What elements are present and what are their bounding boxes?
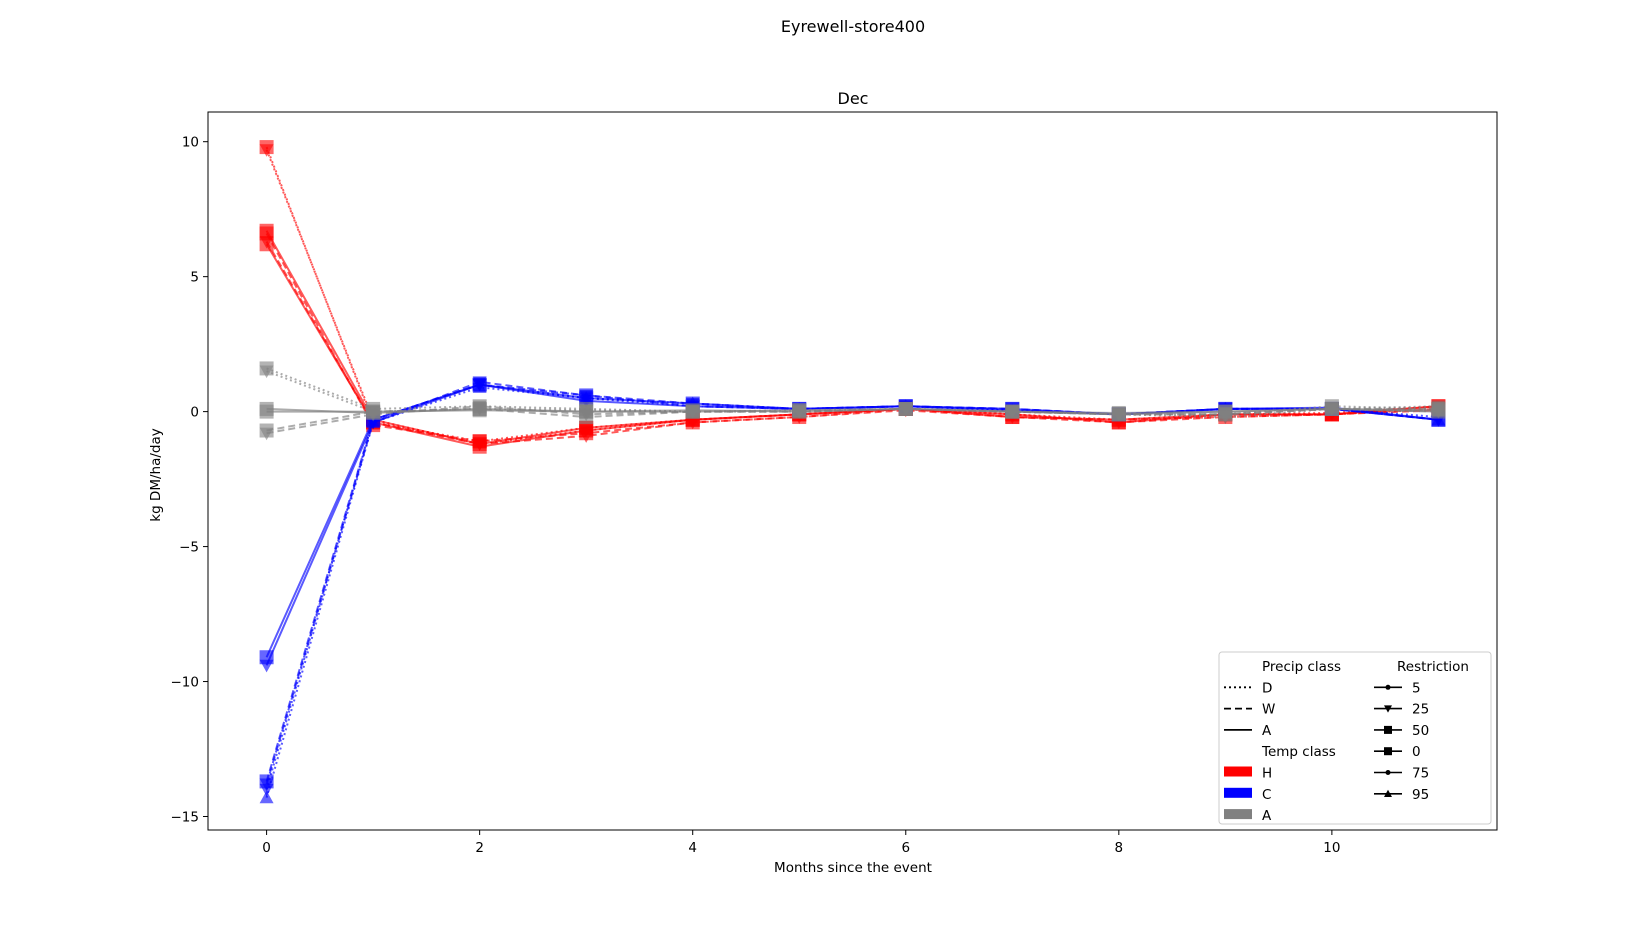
legend-restriction-label: 95	[1412, 787, 1429, 803]
data-point	[685, 403, 700, 418]
data-point	[259, 223, 274, 238]
series-line	[265, 149, 1439, 446]
legend-restriction-marker	[1385, 770, 1391, 775]
x-tick-label: 4	[688, 840, 697, 856]
legend-temp-label: H	[1262, 766, 1272, 782]
data-point	[259, 365, 274, 379]
series-H-A-0-4	[259, 237, 1446, 454]
y-tick-label: 0	[190, 405, 199, 421]
series-line	[265, 383, 1439, 666]
series-H-W-25-2	[259, 235, 1446, 452]
series-H-D-50-1	[259, 140, 1446, 449]
data-point	[1324, 401, 1339, 416]
data-point	[259, 774, 274, 789]
figure-title: Eyrewell-store400	[781, 17, 925, 36]
legend-precip-label: D	[1262, 680, 1272, 696]
data-point	[1111, 405, 1126, 420]
y-tick-label: −15	[171, 810, 200, 826]
data-point	[472, 437, 487, 452]
data-point	[259, 404, 274, 419]
legend-precip-header: Precip class	[1262, 659, 1341, 675]
y-tick-label: −5	[179, 540, 199, 556]
y-axis-label: kg DM/ha/day	[148, 428, 164, 521]
y-tick-label: 5	[190, 270, 199, 286]
data-point	[579, 404, 594, 419]
legend-temp-swatch	[1224, 809, 1252, 820]
legend-restriction-marker	[1384, 789, 1392, 797]
data-point	[472, 377, 487, 392]
legend-temp-label: A	[1262, 808, 1272, 824]
legend-temp-swatch	[1224, 787, 1252, 798]
legend-temp-header: Temp class	[1261, 744, 1336, 760]
x-tick-label: 8	[1115, 840, 1124, 856]
x-tick-label: 0	[262, 840, 271, 856]
legend-restriction-label: 50	[1412, 723, 1429, 739]
series-line	[265, 383, 1439, 658]
legend-restriction-marker	[1384, 725, 1392, 734]
data-point	[792, 404, 807, 419]
data-point	[259, 140, 274, 155]
x-axis-label: Months since the event	[774, 860, 932, 876]
legend-restriction-header: Restriction	[1397, 659, 1469, 675]
data-point	[898, 401, 913, 416]
series-H-D-25-0	[259, 144, 1446, 452]
axes-layer: 0 2 4 6 8 10 −15 −10 −5 0 5 10	[171, 111, 1498, 856]
chart-title: Dec	[838, 89, 869, 108]
series-C-A-25-10	[259, 379, 1446, 673]
series-line	[266, 407, 1439, 414]
data-point	[259, 790, 274, 804]
data-point	[366, 404, 381, 419]
data-point	[579, 420, 594, 435]
series-line	[265, 230, 1439, 446]
series-C-A-50-11	[259, 377, 1446, 665]
legend-temp-label: C	[1262, 787, 1271, 803]
legend-restriction-marker	[1384, 705, 1392, 713]
series-layer	[259, 140, 1446, 804]
data-point	[472, 403, 487, 418]
series-line	[265, 232, 1439, 443]
legend-restriction-marker	[1385, 684, 1391, 690]
data-point	[259, 237, 274, 252]
legend-restriction-label: 5	[1412, 680, 1421, 696]
series-A-A-50-17	[259, 401, 1446, 420]
x-tick-label: 10	[1323, 840, 1340, 856]
data-point	[1218, 404, 1233, 419]
data-point	[579, 391, 594, 406]
data-point	[1005, 404, 1020, 419]
legend-precip-label: A	[1262, 723, 1272, 739]
data-point	[259, 650, 274, 665]
legend-restriction-label: 75	[1412, 766, 1429, 782]
x-tick-label: 2	[475, 840, 484, 856]
y-tick-label: 10	[182, 135, 199, 151]
legend-temp-swatch	[1224, 766, 1252, 777]
y-tick-label: −10	[171, 675, 200, 691]
axes-frame	[207, 111, 1498, 831]
legend-precip-label: W	[1262, 702, 1275, 718]
legend-restriction-marker	[1384, 747, 1392, 756]
legend-box	[1218, 651, 1492, 825]
legend-restriction-label: 25	[1412, 702, 1429, 718]
x-tick-label: 6	[901, 840, 910, 856]
legend-restriction-label: 0	[1412, 744, 1421, 760]
data-point	[1431, 403, 1446, 418]
data-point	[259, 423, 274, 438]
